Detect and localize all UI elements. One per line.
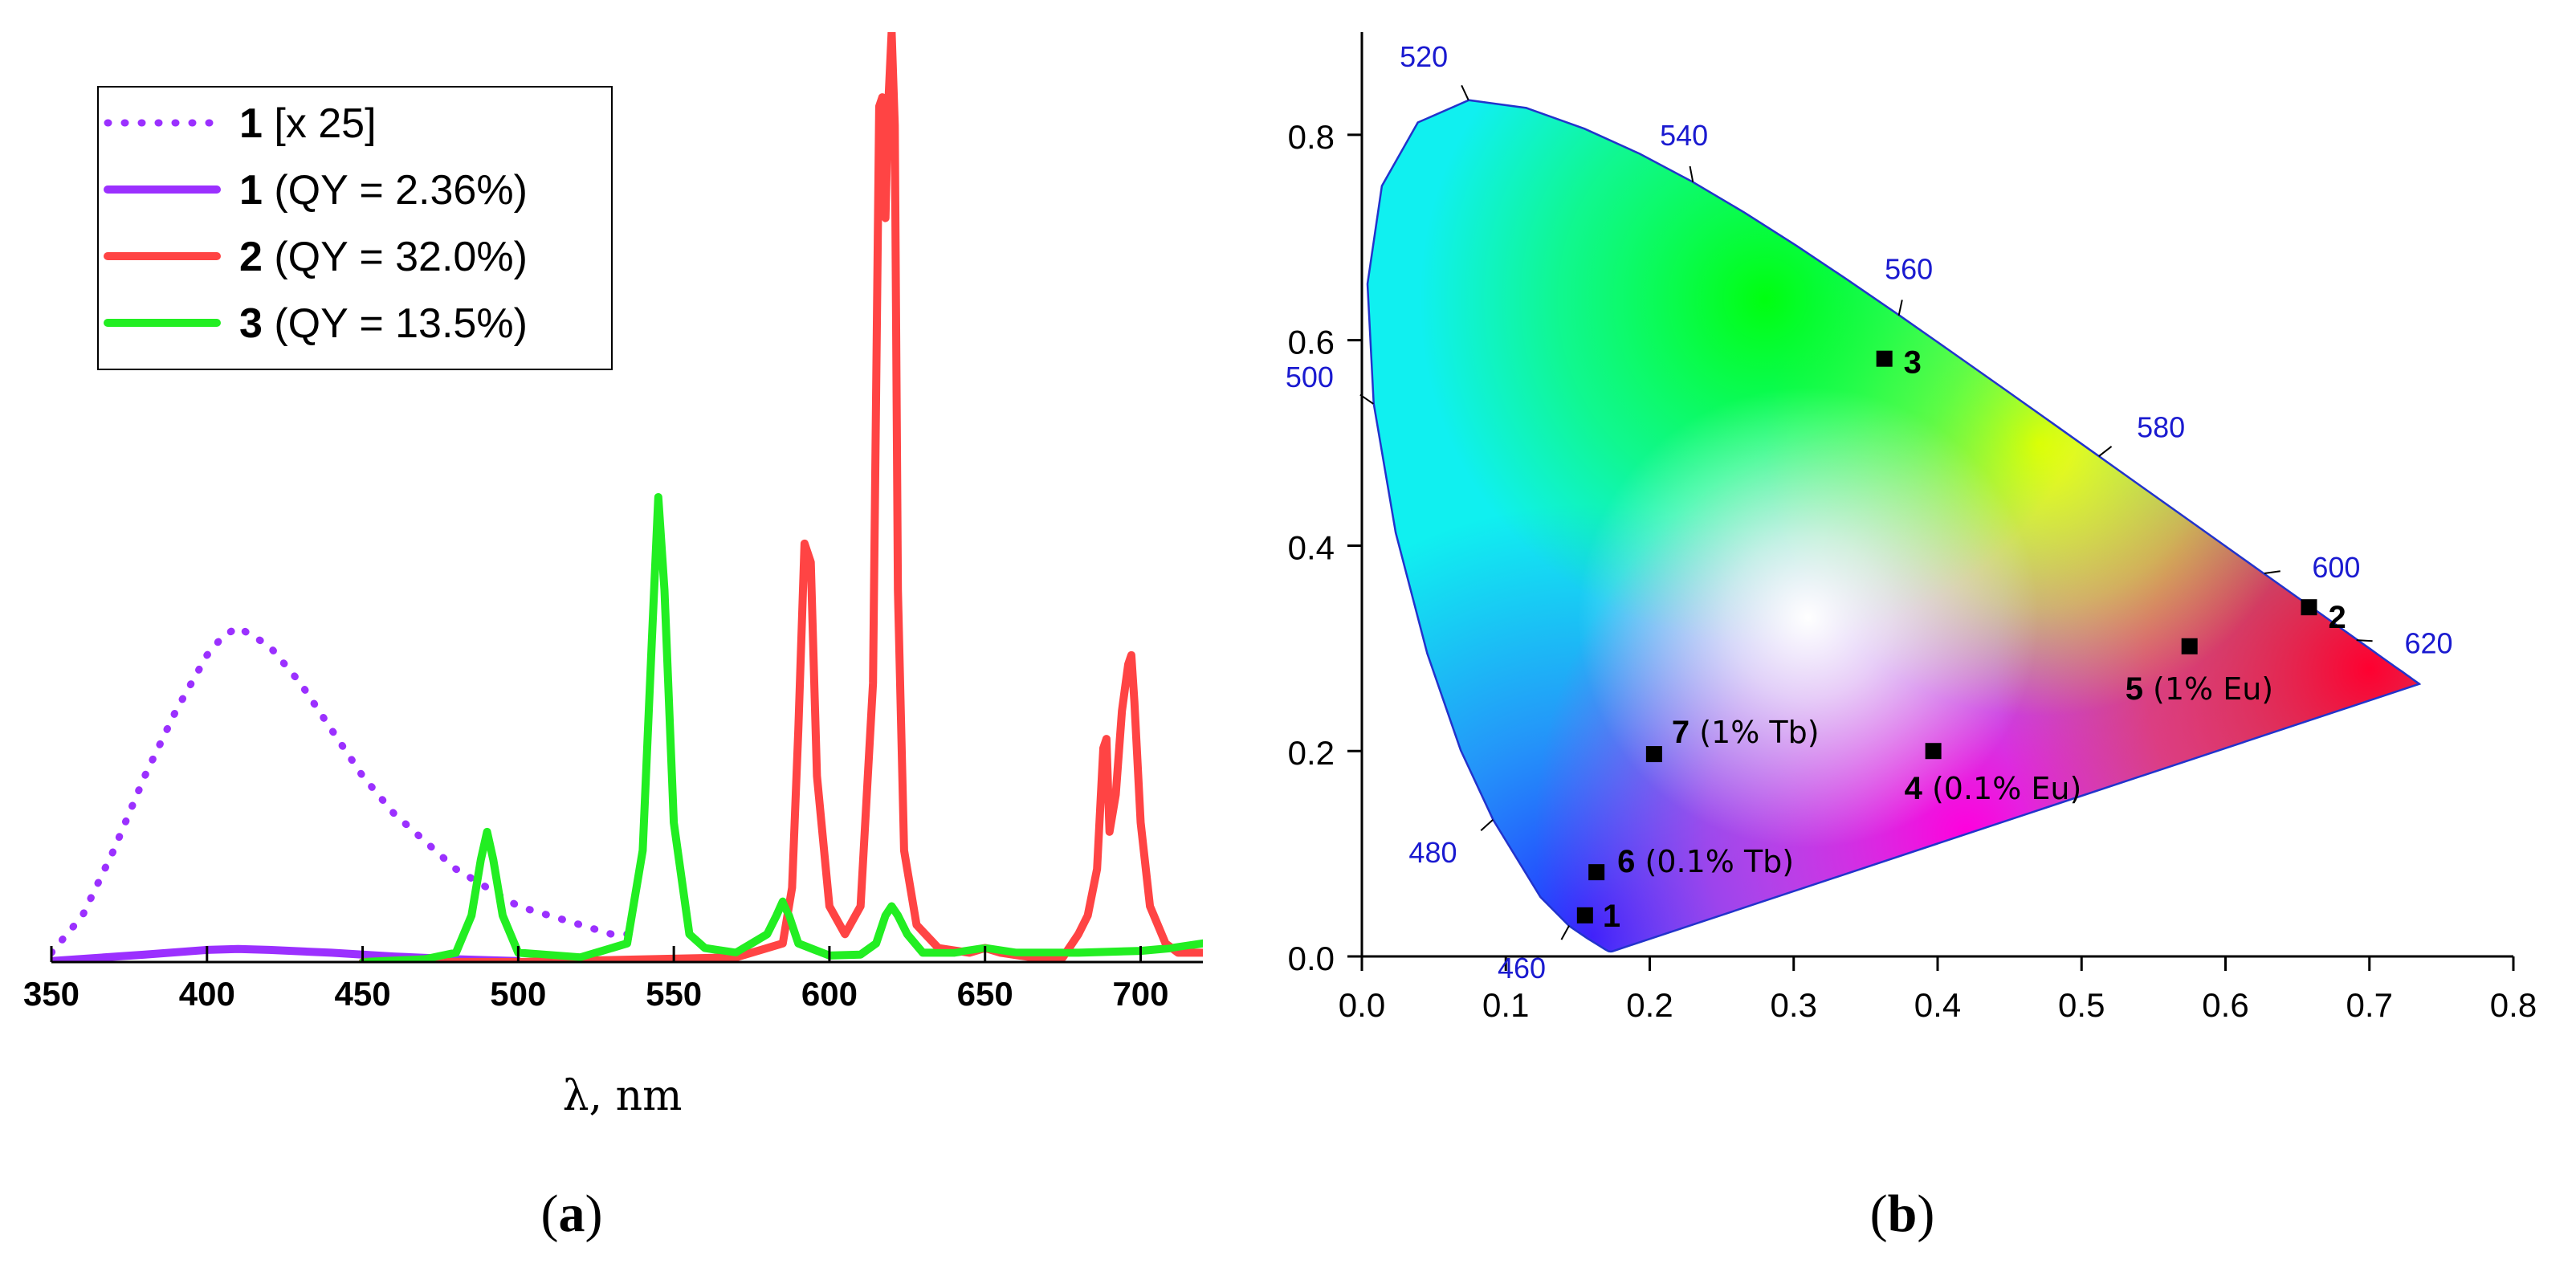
cie-color-fill — [1367, 100, 2419, 952]
legend-entry-text: [x 25] — [263, 100, 377, 147]
wavelength-tick — [1897, 300, 1903, 316]
chromaticity-point-note: (1% Tb) — [1689, 715, 1819, 750]
chromaticity-point-label: 6 (0.1% Tb) — [1617, 844, 1794, 879]
chromaticity-point-number: 3 — [1904, 345, 1922, 381]
wavelength-label: 460 — [1498, 952, 1546, 985]
chromaticity-point-number: 6 — [1617, 844, 1635, 879]
spectrum-series-0 — [51, 623, 631, 956]
cie-axes: 0.0 0.1 0.2 0.3 0.4 0.5 0.6 0.7 0.8 0.0 0.2 0.4 0.6 0… — [1288, 32, 2537, 1024]
legend-entry-text: (QY = 13.5%) — [263, 300, 528, 347]
cie-x-tick-label: 0.1 — [1482, 986, 1529, 1024]
chromaticity-point-label: 3 — [1904, 345, 1922, 381]
chromaticity-point-note: (0.1% Eu) — [1922, 771, 2081, 806]
chromaticity-points: 1 2 3 4 (0.1% Eu) 5 (1% Eu) 6 (0.1% Tb) 7 (1% … — [1576, 345, 2346, 934]
cie-y-tick-label: 0.4 — [1288, 528, 1335, 566]
spectrum-x-ticks: 350 400 450 500 550 600 650 700 — [23, 946, 1169, 1013]
spectrum-series-group — [51, 32, 1203, 962]
wavelength-label: 500 — [1286, 361, 1334, 393]
legend-entry: 1 [x 25] — [239, 100, 377, 147]
cie-panel: 0.0 0.1 0.2 0.3 0.4 0.5 0.6 0.7 0.8 0.0 0.2 0.4 0.6 0… — [1286, 32, 2537, 1243]
legend-entry-number: 3 — [239, 300, 263, 347]
chromaticity-point-number: 1 — [1603, 899, 1620, 934]
cie-y-tick-label: 0.6 — [1288, 324, 1335, 361]
chromaticity-point-label: 5 (1% Eu) — [2126, 671, 2273, 707]
wavelength-tick — [2098, 446, 2113, 457]
chromaticity-point-number: 5 — [2126, 671, 2143, 707]
cie-x-tick-label: 0.2 — [1626, 986, 1673, 1024]
wavelength-label: 580 — [2137, 410, 2185, 443]
cie-fill-layer — [1367, 100, 2419, 952]
spectrum-series-3-overlay — [359, 493, 1203, 962]
legend-entry-number: 2 — [239, 234, 263, 280]
wavelength-label: 480 — [1408, 836, 1457, 869]
wavelength-tick — [1480, 819, 1494, 832]
spectrum-panel: 350 400 450 500 550 600 650 700 λ, nm 1 [x 25]1… — [0, 0, 1221, 1243]
chromaticity-point-marker — [1925, 743, 1942, 760]
wavelength-label: 560 — [1885, 252, 1933, 285]
legend-entry-text: (QY = 32.0%) — [263, 234, 528, 280]
chromaticity-point-marker — [1588, 864, 1605, 881]
chromaticity-point-note: (1% Eu) — [2143, 671, 2273, 707]
spectrum-x-tick-label: 400 — [179, 975, 235, 1013]
chromaticity-point-number: 7 — [1672, 715, 1689, 750]
chromaticity-point-label: 1 — [1603, 899, 1620, 934]
wavelength-tick — [1560, 925, 1570, 940]
legend-entry: 1 (QY = 2.36%) — [239, 167, 528, 214]
chromaticity-point-marker — [2301, 599, 2317, 616]
cie-x-tick-label: 0.8 — [2490, 986, 2537, 1024]
cie-x-tick-label: 0.6 — [2202, 986, 2248, 1024]
legend-entry: 2 (QY = 32.0%) — [239, 234, 528, 280]
wavelength-label: 520 — [1400, 40, 1448, 73]
panel-b-caption: (b) — [1870, 1184, 1935, 1243]
wavelength-label: 540 — [1660, 119, 1708, 152]
spectrum-series-2 — [358, 32, 1203, 962]
spectrum-x-tick-label: 350 — [23, 975, 79, 1013]
wavelength-tick — [1359, 393, 1374, 405]
wavelength-label: 600 — [2312, 551, 2360, 584]
spectrum-legend: 1 [x 25]1 (QY = 2.36%)2 (QY = 32.0%)3 (Q… — [97, 86, 613, 370]
legend-entry-number: 1 — [239, 167, 263, 214]
legend-box — [97, 86, 613, 370]
chromaticity-point-marker — [2181, 638, 2198, 654]
spectrum-x-tick-label: 700 — [1112, 975, 1168, 1013]
spectrum-x-axis-title: λ, nm — [563, 1072, 683, 1120]
cie-x-tick-label: 0.7 — [2346, 986, 2393, 1024]
panel-a-caption: (a) — [541, 1184, 603, 1243]
spectrum-x-tick-label: 450 — [335, 975, 391, 1013]
legend-entry-text: (QY = 2.36%) — [263, 167, 528, 214]
wavelength-tick — [1461, 84, 1469, 100]
spectral-locus-outline — [1366, 99, 2422, 953]
spectrum-x-tick-label: 550 — [646, 975, 702, 1013]
cie-x-tick-label: 0.5 — [2058, 986, 2105, 1024]
cie-y-tick-label: 0.0 — [1288, 940, 1335, 977]
chromaticity-point-number: 4 — [1905, 771, 1923, 806]
wavelength-tick — [2356, 639, 2373, 642]
chromaticity-point-number: 2 — [2328, 600, 2346, 635]
legend-entry-number: 1 — [239, 100, 263, 147]
chromaticity-point-marker — [1876, 350, 1893, 367]
wavelength-tick — [1689, 165, 1694, 182]
cie-x-tick-label: 0.0 — [1339, 986, 1385, 1024]
cie-y-tick-label: 0.8 — [1288, 118, 1335, 156]
wavelength-tick — [2264, 570, 2280, 574]
cie-x-tick-label: 0.4 — [1914, 986, 1961, 1024]
spectrum-x-tick-label: 650 — [957, 975, 1013, 1013]
cie-x-tick-label: 0.3 — [1771, 986, 1817, 1024]
wavelength-labels: 460 480 500 520 540 560 580 600 620 — [1286, 40, 2453, 985]
chromaticity-point-marker — [1645, 746, 1662, 763]
chromaticity-point-marker — [1576, 907, 1593, 923]
cie-y-tick-label: 0.2 — [1288, 734, 1335, 772]
chromaticity-point-label: 2 — [2328, 600, 2346, 635]
chromaticity-point-note: (0.1% Tb) — [1635, 844, 1794, 879]
spectrum-x-tick-label: 600 — [801, 975, 858, 1013]
wavelength-label: 620 — [2405, 627, 2453, 660]
chromaticity-point-label: 7 (1% Tb) — [1672, 715, 1820, 750]
chromaticity-point-label: 4 (0.1% Eu) — [1905, 771, 2082, 806]
legend-entry: 3 (QY = 13.5%) — [239, 300, 528, 347]
spectrum-x-tick-label: 500 — [490, 975, 546, 1013]
